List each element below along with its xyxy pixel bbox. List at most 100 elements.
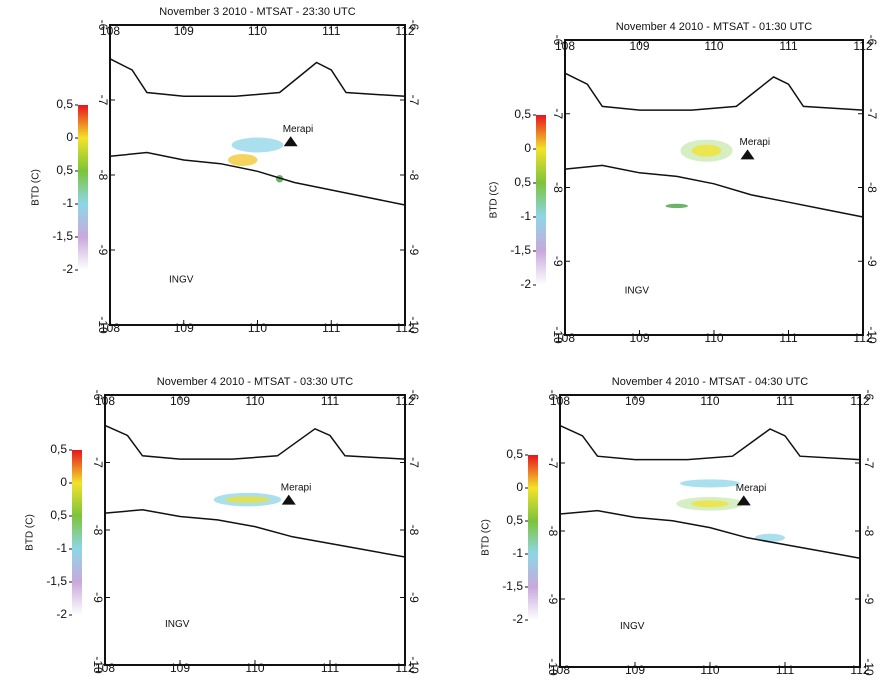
panel-title: November 3 2010 - MTSAT - 23:30 UTC <box>159 6 355 18</box>
lat-label: -7 <box>546 458 560 469</box>
lon-label: 109 <box>629 39 649 53</box>
lat-label: -10 <box>551 326 565 344</box>
coastline <box>559 509 861 559</box>
lon-label: 110 <box>248 321 267 335</box>
volcano-label: Merapi <box>740 137 771 148</box>
lon-label: 112 <box>395 24 414 38</box>
lat-label: -9 <box>865 256 879 267</box>
lon-label: 112 <box>850 394 869 408</box>
lon-label: 111 <box>776 394 795 408</box>
lat-label: -9 <box>862 594 876 605</box>
lat-label: -8 <box>407 170 421 181</box>
colorbar-label: 0,5 <box>506 447 523 461</box>
map-panel: November 3 2010 - MTSAT - 23:30 UTC 108 10… <box>31 6 421 335</box>
colorbar-title: BTD (C) <box>31 169 42 206</box>
colorbar-label: -1 <box>512 546 523 560</box>
lon-label: 109 <box>625 663 645 677</box>
credit: INGV <box>169 275 194 286</box>
lon-label: 110 <box>245 661 264 675</box>
lat-label: -9 <box>91 592 105 603</box>
lat-label: -7 <box>91 457 105 468</box>
lon-label: 108 <box>100 24 120 38</box>
map-frame <box>109 24 406 326</box>
lon-label: 108 <box>555 39 575 53</box>
colorbar-label: -1 <box>520 209 531 223</box>
colorbar-label: 0 <box>516 480 523 494</box>
lat-label: -6 <box>865 35 879 46</box>
lon-label: 110 <box>245 394 264 408</box>
lon-label: 112 <box>395 394 414 408</box>
lon-label: 110 <box>704 39 723 53</box>
colorbar-label: -1,5 <box>510 243 531 257</box>
ash-plume <box>691 500 729 508</box>
lon-label: 109 <box>170 394 190 408</box>
ash-plume <box>665 203 688 209</box>
lat-label: -6 <box>407 20 421 31</box>
lon-label: 110 <box>700 394 719 408</box>
lon-label: 111 <box>321 394 340 408</box>
colorbar <box>78 105 88 270</box>
lat-label: -10 <box>407 656 421 674</box>
map-panel: November 4 2010 - MTSAT - 01:30 UTC 108 10… <box>489 21 879 345</box>
lat-label: -8 <box>91 525 105 536</box>
credit: INGV <box>165 619 190 630</box>
lat-label: -6 <box>862 390 876 401</box>
lat-label: -8 <box>551 182 565 193</box>
lat-label: -7 <box>862 458 876 469</box>
lat-label: -10 <box>91 656 105 674</box>
colorbar-label: -1 <box>62 196 73 210</box>
lat-label: -8 <box>865 182 879 193</box>
coastline <box>564 164 864 218</box>
lon-label: 110 <box>700 663 719 677</box>
lon-label: 108 <box>550 663 570 677</box>
credit: INGV <box>620 621 645 632</box>
colorbar-title: BTD (C) <box>481 519 492 556</box>
volcano-label: Merapi <box>281 482 312 493</box>
lat-label: -7 <box>407 457 421 468</box>
lat-label: -10 <box>96 316 110 334</box>
lat-label: -9 <box>407 592 421 603</box>
lon-label: 111 <box>322 24 341 38</box>
lon-label: 111 <box>321 661 340 675</box>
lat-label: -10 <box>546 658 560 676</box>
colorbar-label: -1,5 <box>502 579 523 593</box>
lon-label: 109 <box>170 661 190 675</box>
volcano-marker <box>736 495 751 506</box>
map-frame <box>559 394 861 668</box>
lat-label: -9 <box>96 245 110 256</box>
lon-label: 109 <box>174 24 194 38</box>
ash-plume <box>225 496 270 503</box>
volcano-label: Merapi <box>736 483 767 494</box>
colorbar-label: 0,5 <box>50 508 67 522</box>
coastline <box>109 58 406 98</box>
lon-label: 111 <box>779 331 798 345</box>
panel-title: November 4 2010 - MTSAT - 03:30 UTC <box>157 376 353 388</box>
lat-label: -8 <box>862 526 876 537</box>
map-panel: November 4 2010 - MTSAT - 03:30 UTC 108 10… <box>25 376 421 675</box>
lat-label: -9 <box>546 594 560 605</box>
map-panel: November 4 2010 - MTSAT - 04:30 UTC 108 10… <box>481 376 876 677</box>
ash-plume <box>691 144 722 157</box>
lat-label: -6 <box>407 390 421 401</box>
lat-label: -9 <box>407 245 421 256</box>
lat-label: -6 <box>546 390 560 401</box>
lat-label: -9 <box>551 256 565 267</box>
colorbar-label: -1,5 <box>46 574 67 588</box>
colorbar-label: -2 <box>512 612 523 626</box>
lon-label: 108 <box>550 394 570 408</box>
lon-label: 109 <box>625 394 645 408</box>
lon-label: 111 <box>322 321 341 335</box>
coastline <box>559 424 861 461</box>
volcano-label: Merapi <box>283 124 314 135</box>
coastline <box>104 509 406 558</box>
lat-label: -10 <box>407 316 421 334</box>
lat-label: -8 <box>546 526 560 537</box>
lon-label: 108 <box>95 661 115 675</box>
ash-plume <box>680 479 740 488</box>
lat-label: -6 <box>551 35 565 46</box>
lat-label: -6 <box>96 20 110 31</box>
colorbar-title: BTD (C) <box>25 514 36 551</box>
lon-label: 112 <box>853 39 872 53</box>
credit: INGV <box>625 285 650 296</box>
